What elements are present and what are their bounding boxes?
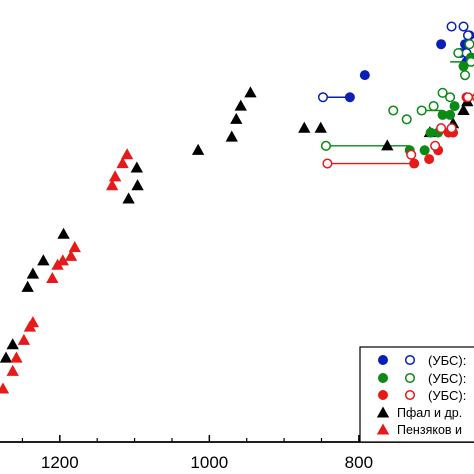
legend-marker-open-circle bbox=[404, 389, 416, 401]
data-point-triangle-black bbox=[130, 161, 143, 173]
data-point-triangle-black bbox=[6, 338, 19, 350]
data-point-triangle-red bbox=[0, 382, 10, 394]
data-point-triangle-black bbox=[314, 121, 327, 133]
legend-label: Пфал и др. bbox=[397, 406, 462, 420]
legend-label: (УБС): bbox=[428, 353, 466, 368]
data-point-circle-blue-open bbox=[317, 92, 329, 103]
data-point-triangle-black bbox=[234, 99, 247, 111]
data-point-triangle-black bbox=[21, 280, 34, 292]
legend-label: (УБС): bbox=[428, 371, 466, 386]
data-point-triangle-black bbox=[191, 143, 205, 155]
legend-marker-open-circle bbox=[404, 354, 416, 366]
data-point-circle-blue-open bbox=[462, 30, 474, 41]
data-point-triangle-black bbox=[381, 139, 394, 151]
legend-marker-filled-circle bbox=[378, 390, 388, 400]
data-point-circle-green-filled bbox=[419, 145, 430, 156]
data-point-triangle-red bbox=[108, 170, 122, 182]
data-point-triangle-black bbox=[225, 130, 238, 142]
data-point-circle-green-open bbox=[445, 92, 456, 103]
x-tick-label: 800 bbox=[345, 453, 373, 472]
data-point-circle-green-filled bbox=[445, 109, 456, 120]
data-point-circle-green-open bbox=[416, 105, 427, 116]
data-point-circle-red-open bbox=[406, 149, 417, 160]
data-point-circle-green-open bbox=[437, 87, 448, 98]
data-point-circle-green-filled bbox=[458, 61, 469, 72]
data-point-circle-red-open bbox=[322, 158, 333, 169]
data-point-triangle-black bbox=[457, 104, 470, 116]
data-point-circle-blue-open bbox=[458, 21, 469, 32]
data-point-triangle-black bbox=[57, 227, 70, 239]
data-point-triangle-black bbox=[122, 192, 135, 204]
data-point-circle-blue-filled bbox=[436, 39, 447, 50]
data-point-triangle-red bbox=[105, 179, 119, 191]
data-point-triangle-red bbox=[68, 241, 81, 253]
data-point-triangle-black bbox=[298, 121, 311, 133]
legend-label: Пензяков и bbox=[397, 423, 462, 437]
data-point-circle-green-open bbox=[388, 105, 399, 116]
data-point-triangle-red bbox=[56, 254, 69, 266]
data-point-circle-blue-filled bbox=[359, 70, 370, 81]
data-point-circle-red-filled bbox=[424, 154, 435, 165]
data-point-circle-green-open bbox=[459, 70, 471, 81]
data-point-circle-green-open bbox=[453, 47, 464, 59]
legend-marker-open-circle bbox=[404, 372, 416, 384]
data-point-circle-green-filled bbox=[437, 109, 448, 120]
data-point-circle-green-open bbox=[464, 39, 474, 50]
legend-marker-triangle bbox=[376, 423, 390, 435]
legend-marker-triangle bbox=[376, 406, 390, 418]
data-point-triangle-red bbox=[17, 333, 31, 345]
data-point-triangle-red bbox=[64, 249, 78, 261]
data-point-triangle-black bbox=[0, 351, 13, 363]
data-point-triangle-red bbox=[46, 271, 59, 284]
data-point-circle-green-filled bbox=[449, 101, 460, 112]
data-point-circle-red-filled bbox=[409, 158, 420, 169]
data-point-circle-green-open bbox=[401, 114, 412, 125]
data-point-circle-green-filled bbox=[425, 127, 436, 138]
data-point-triangle-black bbox=[26, 267, 40, 279]
data-point-triangle-red bbox=[26, 316, 40, 328]
data-point-triangle-red bbox=[116, 157, 129, 169]
data-point-triangle-red bbox=[10, 351, 23, 363]
data-point-circle-green-open bbox=[428, 101, 439, 112]
data-point-circle-red-open bbox=[462, 92, 474, 103]
data-point-circle-red-open bbox=[430, 140, 441, 151]
data-point-circle-red-open bbox=[436, 123, 447, 134]
data-point-triangle-red bbox=[6, 364, 19, 376]
legend-label: (УБС): bbox=[428, 388, 466, 403]
data-point-circle-blue-open bbox=[446, 21, 457, 32]
data-point-triangle-red bbox=[120, 148, 134, 160]
data-points bbox=[0, 21, 474, 394]
x-tick-label: 1200 bbox=[41, 453, 79, 472]
data-point-circle-green-open bbox=[320, 140, 332, 151]
legend-marker-filled-circle bbox=[378, 373, 388, 383]
data-point-circle-red-open bbox=[446, 123, 457, 134]
data-point-triangle-black bbox=[244, 86, 257, 98]
data-point-circle-green-open bbox=[465, 56, 474, 67]
data-point-circle-blue-filled bbox=[344, 92, 355, 103]
data-point-triangle-black bbox=[230, 112, 243, 124]
legend-marker-filled-circle bbox=[378, 355, 388, 365]
data-point-triangle-black bbox=[37, 254, 50, 266]
legend: (УБС): (УБС): (УБС): Пфал и др. Пензяков и bbox=[359, 346, 474, 443]
x-tick-label: 1000 bbox=[190, 453, 228, 472]
data-point-triangle-black bbox=[131, 179, 144, 191]
